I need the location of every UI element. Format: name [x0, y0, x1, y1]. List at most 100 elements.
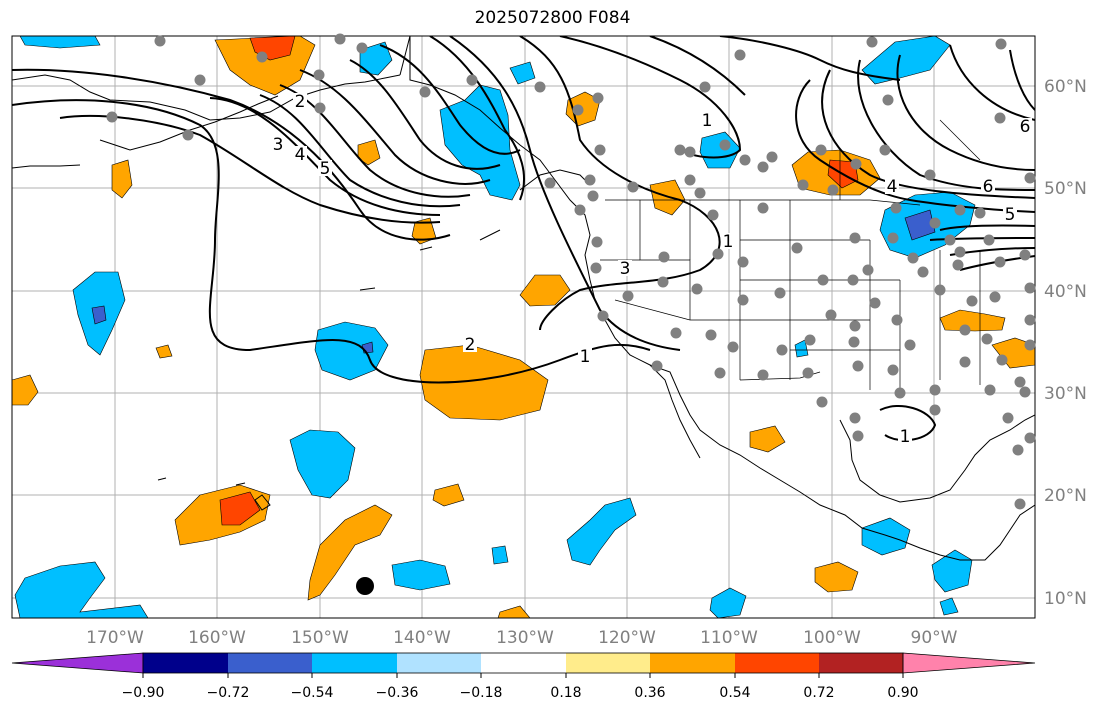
contour-label: 2 [295, 92, 306, 112]
station-dot [879, 144, 891, 156]
station-dot [705, 329, 717, 341]
contour-label-bg [1003, 206, 1017, 222]
station-dot [983, 234, 995, 246]
station-dot [734, 49, 746, 61]
map-title: 2025072800 F084 [474, 8, 631, 28]
station-dot [869, 297, 881, 309]
station-dot [817, 274, 829, 286]
station-dot [194, 74, 206, 86]
station-dot [952, 259, 964, 271]
station-dot [974, 207, 986, 219]
contour-label: 1 [580, 347, 591, 367]
station-dot [891, 314, 903, 326]
station-dot [534, 81, 546, 93]
station-dot [944, 234, 956, 246]
colorbar-segment [735, 653, 819, 673]
station-dot [847, 274, 859, 286]
colorbar-tick-labels: −0.90 −0.72 −0.54 −0.36 −0.18 0.18 0.36 0.54 0.7… [122, 673, 919, 701]
contour-label-bg [1018, 118, 1032, 134]
station-dot [797, 179, 809, 191]
colorbar-segment [650, 653, 735, 673]
contour-label: 5 [320, 159, 331, 179]
station-dot [966, 295, 978, 307]
colorbar-tick-label: −0.54 [291, 685, 334, 701]
contour-lines [12, 36, 1035, 442]
station-dot [849, 412, 861, 424]
station-dot [954, 246, 966, 258]
station-dot [622, 290, 634, 302]
negative-anomaly-fills [14, 36, 976, 618]
colorbar-segment [228, 653, 312, 673]
contour-label: 1 [702, 111, 713, 131]
station-dot [712, 248, 724, 260]
station-dot [684, 146, 696, 158]
station-dot [757, 202, 769, 214]
station-dot [591, 236, 603, 248]
station-dot [995, 38, 1007, 50]
colorbar-segment [11, 652, 144, 674]
plot-frame [11, 35, 1036, 619]
station-dot [848, 336, 860, 348]
station-dot [791, 242, 803, 254]
station-dot [592, 92, 604, 104]
station-dot [182, 129, 194, 141]
lat-label: 60°N [1044, 77, 1087, 97]
colorbar-tick-label: −0.18 [460, 685, 503, 701]
station-dot [727, 341, 739, 353]
contour-label-bg [700, 112, 714, 128]
contour-label: 1 [900, 427, 911, 447]
station-dot [699, 81, 711, 93]
storm-center-dot [356, 577, 374, 595]
station-dot [587, 190, 599, 202]
station-dot [544, 177, 556, 189]
station-dot [1012, 444, 1024, 456]
colorbar-tick-label: 0.54 [719, 685, 750, 701]
station-dot [929, 404, 941, 416]
station-dot [827, 184, 839, 196]
latitude-labels: 60°N 50°N 40°N 30°N 20°N 10°N [1044, 77, 1087, 609]
contour-label: 3 [273, 135, 284, 155]
positive-anomaly-fills [12, 36, 1035, 618]
station-dot [1014, 498, 1026, 510]
lon-label: 130°W [496, 628, 554, 648]
station-dot [994, 256, 1006, 268]
contour-label-bg [898, 428, 912, 444]
station-dot [466, 74, 478, 86]
lon-label: 140°W [393, 628, 451, 648]
station-dot [887, 364, 899, 376]
colorbar-tick-label: 0.36 [634, 685, 665, 701]
contour-label-bg [293, 93, 307, 109]
station-dot [1024, 432, 1036, 444]
station-dot [707, 209, 719, 221]
station-dot [882, 94, 894, 106]
lon-label: 170°W [86, 628, 144, 648]
station-dot [1014, 376, 1026, 388]
state-borders [600, 119, 981, 390]
contour-label-bg [271, 136, 285, 152]
lon-label: 100°W [803, 628, 861, 648]
colorbar-tick-label: 0.72 [803, 685, 834, 701]
station-dot [989, 291, 1001, 303]
station-dot [849, 320, 861, 332]
lon-label: 90°W [911, 628, 958, 648]
station-dot [597, 310, 609, 322]
station-dot [802, 367, 814, 379]
station-dot [852, 360, 864, 372]
station-dot [1024, 314, 1036, 326]
colorbar-segment [902, 652, 1036, 674]
station-dot [862, 264, 874, 276]
station-dot [594, 144, 606, 156]
station-dot [994, 112, 1006, 124]
station-dot [981, 333, 993, 345]
lat-label: 50°N [1044, 179, 1087, 199]
station-dot [334, 33, 346, 45]
station-dot [657, 276, 669, 288]
station-dot [816, 396, 828, 408]
station-dot [959, 356, 971, 368]
station-dot [1024, 339, 1036, 351]
station-dot [694, 187, 706, 199]
station-dot [313, 69, 325, 81]
colorbar-tick-label: 0.90 [887, 685, 918, 701]
contour-label: 6 [983, 177, 994, 197]
